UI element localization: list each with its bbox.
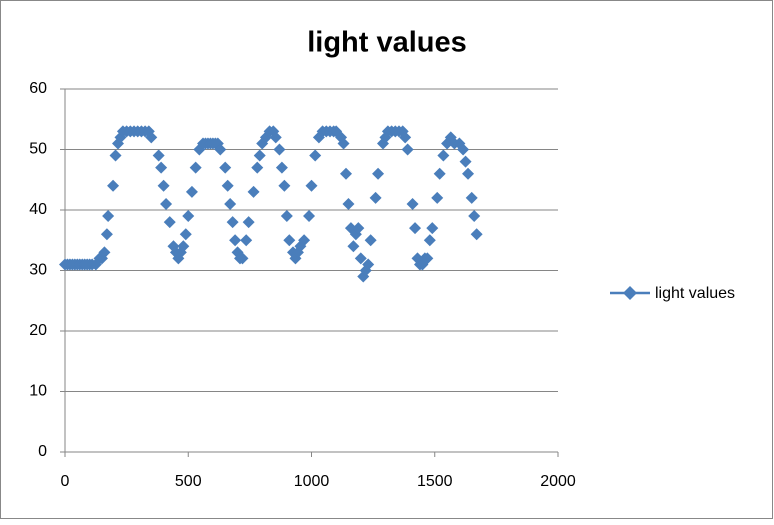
point — [224, 197, 237, 210]
point — [189, 161, 202, 174]
point — [309, 149, 322, 162]
point — [157, 179, 170, 192]
y-tick-label: 0 — [38, 443, 47, 460]
point — [340, 167, 353, 180]
y-tick-label: 50 — [29, 141, 47, 158]
point — [226, 216, 239, 229]
point — [229, 234, 242, 247]
point — [242, 216, 255, 229]
point — [163, 216, 176, 229]
point — [269, 131, 282, 144]
legend-marker — [623, 286, 637, 300]
point — [423, 234, 436, 247]
point — [421, 252, 434, 265]
x-tick-label: 0 — [61, 473, 70, 490]
y-tick-label: 40 — [29, 201, 47, 218]
point — [236, 252, 249, 265]
point — [354, 252, 367, 265]
x-tick-label: 1000 — [294, 473, 330, 490]
point — [221, 179, 234, 192]
x-tick-label: 2000 — [540, 473, 576, 490]
point — [401, 143, 414, 156]
point — [185, 185, 198, 198]
point — [160, 197, 173, 210]
point — [431, 191, 444, 204]
point — [275, 161, 288, 174]
legend: light values — [610, 285, 735, 302]
legend-label: light values — [655, 285, 735, 302]
point — [470, 228, 483, 241]
point — [399, 131, 412, 144]
point — [462, 167, 475, 180]
point — [179, 228, 192, 241]
point — [352, 222, 365, 235]
point — [182, 210, 195, 223]
point — [465, 191, 478, 204]
point — [369, 191, 382, 204]
x-tick-label: 500 — [175, 473, 202, 490]
x-tick-label: 1500 — [417, 473, 453, 490]
point — [298, 234, 311, 247]
point — [152, 149, 165, 162]
point — [253, 149, 266, 162]
point — [409, 222, 422, 235]
point — [177, 240, 190, 253]
point — [155, 161, 168, 174]
point — [98, 246, 111, 259]
point — [102, 210, 115, 223]
y-tick-label: 10 — [29, 383, 47, 400]
point — [364, 234, 377, 247]
point — [214, 143, 227, 156]
point — [337, 137, 350, 150]
point — [107, 179, 120, 192]
point — [362, 258, 375, 271]
point — [305, 179, 318, 192]
point — [406, 197, 419, 210]
point — [283, 234, 296, 247]
point — [278, 179, 291, 192]
point — [468, 210, 481, 223]
point — [280, 210, 293, 223]
point — [109, 149, 122, 162]
point — [433, 167, 446, 180]
point — [372, 167, 385, 180]
point — [247, 185, 260, 198]
point — [145, 131, 158, 144]
point — [240, 234, 253, 247]
y-tick-label: 20 — [29, 322, 47, 339]
point — [459, 155, 472, 168]
point — [273, 143, 286, 156]
point — [100, 228, 113, 241]
point — [303, 210, 316, 223]
point — [219, 161, 232, 174]
chart-title: light values — [307, 27, 467, 59]
y-tick-label: 60 — [29, 80, 47, 97]
point — [457, 143, 470, 156]
point — [251, 161, 264, 174]
point — [342, 197, 355, 210]
point — [426, 222, 439, 235]
point — [437, 149, 450, 162]
y-tick-label: 30 — [29, 262, 47, 279]
point — [347, 240, 360, 253]
